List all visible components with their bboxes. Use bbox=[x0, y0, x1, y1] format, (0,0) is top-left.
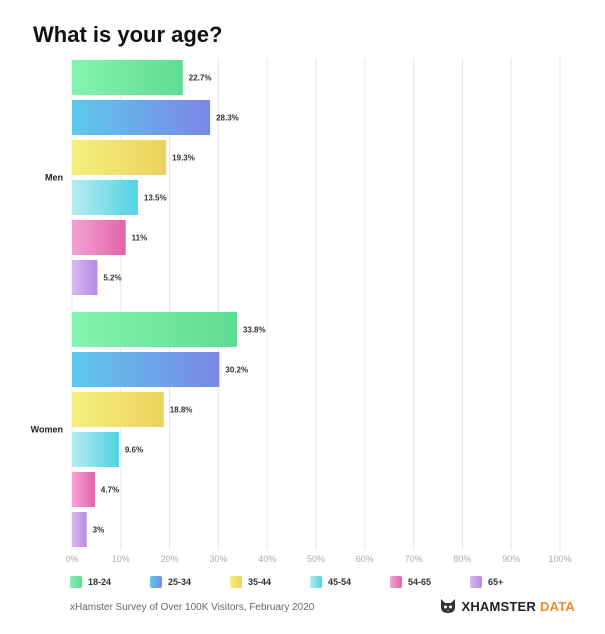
bar-men-18-24 bbox=[72, 60, 183, 95]
data-label: 22.7% bbox=[189, 74, 212, 83]
data-label: 18.8% bbox=[170, 406, 193, 415]
bar-men-45-54 bbox=[72, 180, 138, 215]
legend-item-25-34: 25-34 bbox=[150, 576, 230, 588]
legend-item-54-65: 54-65 bbox=[390, 576, 470, 588]
bar-men-54-65 bbox=[72, 220, 126, 255]
legend: 18-24 25-34 35-44 45-54 54-65 65+ bbox=[70, 576, 570, 588]
x-tick-label: 30% bbox=[209, 554, 227, 564]
data-label: 33.8% bbox=[243, 326, 266, 335]
x-tick-label: 50% bbox=[307, 554, 325, 564]
group-label-men: Men bbox=[45, 173, 63, 183]
legend-swatch bbox=[390, 576, 402, 588]
chart-title: What is your age? bbox=[33, 22, 223, 47]
brand-logo: XHAMSTER DATA bbox=[439, 598, 575, 614]
legend-label: 65+ bbox=[488, 577, 504, 587]
x-tick-label: 90% bbox=[502, 554, 520, 564]
group-labels: Men Women bbox=[31, 173, 63, 435]
data-label: 19.3% bbox=[172, 154, 195, 163]
data-label: 13.5% bbox=[144, 194, 167, 203]
bar-women-54-65 bbox=[72, 472, 95, 507]
x-tick-label: 40% bbox=[258, 554, 276, 564]
bar-men-65+ bbox=[72, 260, 98, 295]
legend-swatch bbox=[470, 576, 482, 588]
legend-label: 35-44 bbox=[248, 577, 272, 587]
x-tick-label: 70% bbox=[405, 554, 423, 564]
legend-swatch bbox=[310, 576, 322, 588]
legend-swatch bbox=[230, 576, 242, 588]
legend-label: 54-65 bbox=[408, 577, 432, 587]
legend-label: 25-34 bbox=[168, 577, 192, 587]
bar-women-18-24 bbox=[72, 312, 237, 347]
data-label: 4.7% bbox=[101, 486, 119, 495]
x-tick-label: 60% bbox=[356, 554, 374, 564]
data-label: 5.2% bbox=[103, 274, 121, 283]
gridlines bbox=[71, 58, 561, 550]
legend-label: 18-24 bbox=[88, 577, 112, 587]
legend-swatch bbox=[70, 576, 82, 588]
bar-women-65+ bbox=[72, 512, 87, 547]
legend-item-45-54: 45-54 bbox=[310, 576, 390, 588]
x-tick-label: 10% bbox=[112, 554, 130, 564]
data-label: 9.6% bbox=[125, 446, 143, 455]
bars bbox=[72, 60, 237, 547]
x-tick-labels: 0% 10% 20% 30% 40% 50% 60% 70% 80% 90% 100% bbox=[65, 554, 571, 564]
data-label: 28.3% bbox=[216, 114, 239, 123]
brand-suffix: DATA bbox=[540, 598, 575, 614]
bar-women-45-54 bbox=[72, 432, 119, 467]
x-tick-label: 80% bbox=[453, 554, 471, 564]
bar-women-35-44 bbox=[72, 392, 164, 427]
legend-swatch bbox=[150, 576, 162, 588]
cat-logo-icon bbox=[441, 599, 456, 613]
legend-item-18-24: 18-24 bbox=[70, 576, 150, 588]
data-label: 11% bbox=[132, 234, 148, 243]
data-label: 3% bbox=[93, 526, 105, 535]
group-label-women: Women bbox=[31, 425, 63, 435]
legend-item-65+: 65+ bbox=[470, 576, 550, 588]
data-labels: 22.7% 28.3% 19.3% 13.5% 11% 5.2% 33.8% 30.2% 18.… bbox=[93, 74, 266, 535]
legend-label: 45-54 bbox=[328, 577, 352, 587]
x-tick-label: 0% bbox=[65, 554, 78, 564]
legend-item-35-44: 35-44 bbox=[230, 576, 310, 588]
bar-men-35-44 bbox=[72, 140, 167, 175]
bar-women-25-34 bbox=[72, 352, 220, 387]
x-tick-label: 100% bbox=[548, 554, 571, 564]
x-tick-label: 20% bbox=[161, 554, 179, 564]
brand-name: XHAMSTER bbox=[461, 598, 537, 614]
source-note: xHamster Survey of Over 100K Visitors, F… bbox=[70, 602, 315, 613]
data-label: 30.2% bbox=[225, 366, 248, 375]
bar-chart: 22.7% 28.3% 19.3% 13.5% 11% 5.2% 33.8% 30.2% 18.… bbox=[31, 58, 572, 564]
bar-men-25-34 bbox=[72, 100, 211, 135]
